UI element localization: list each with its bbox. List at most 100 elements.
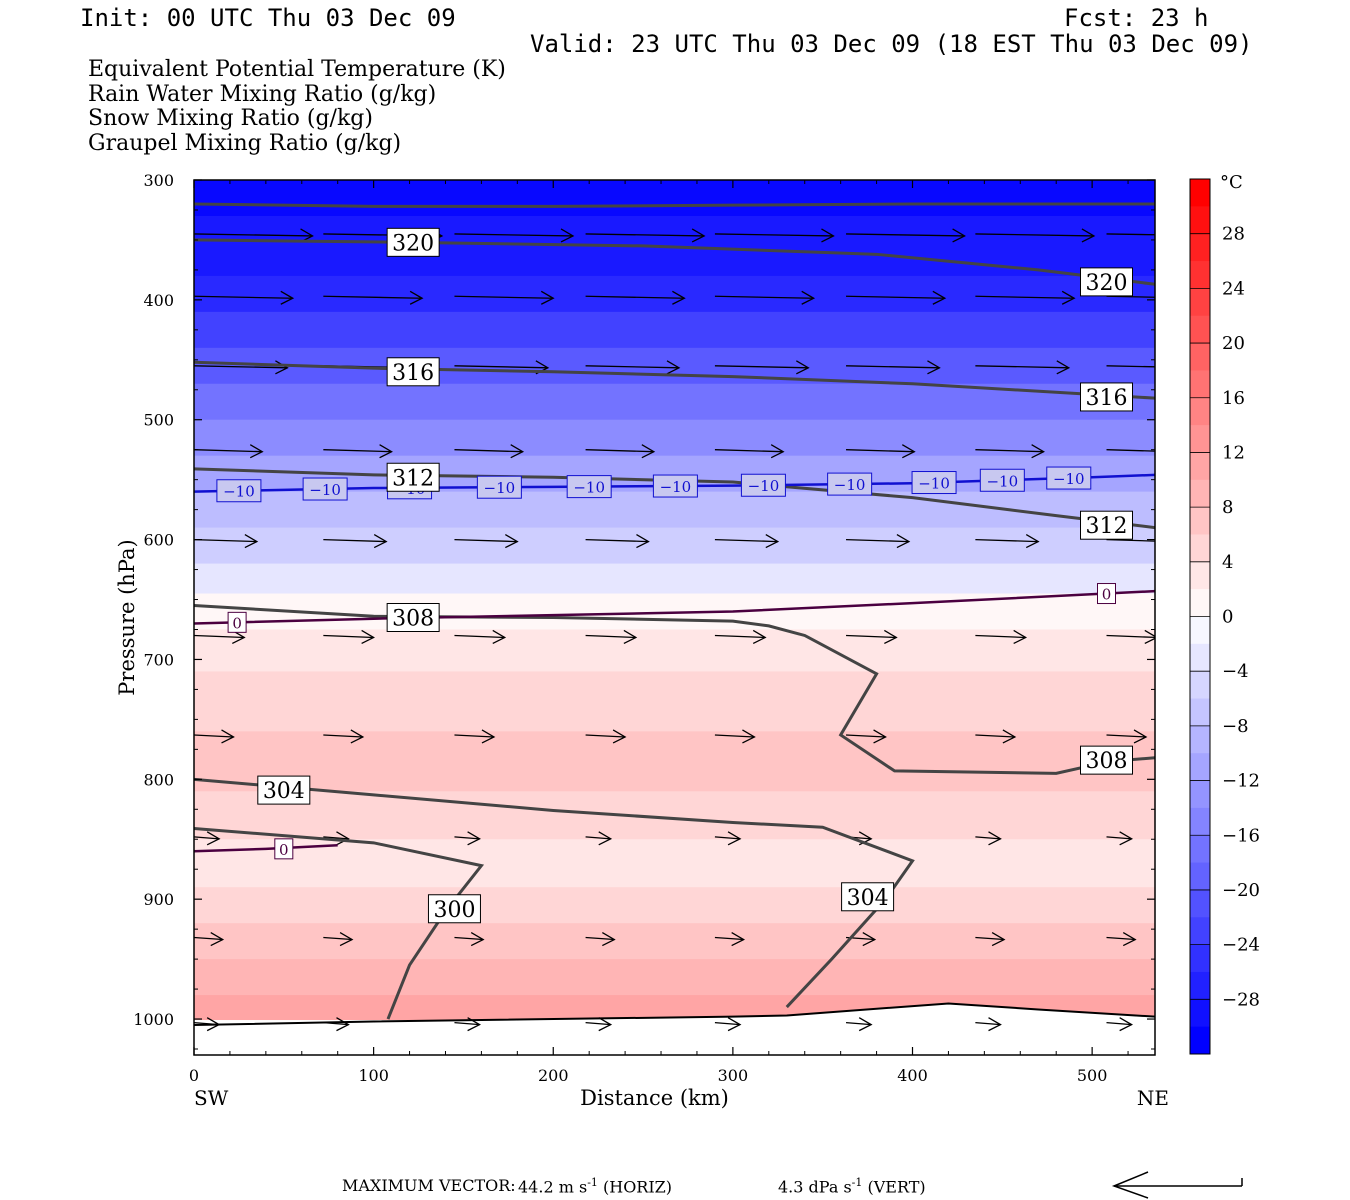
temperature-band — [194, 527, 1155, 565]
temperature-band — [194, 491, 1155, 529]
wind-vector-head — [275, 360, 289, 375]
wind-vector — [1106, 538, 1155, 542]
wind-vector-head — [612, 729, 627, 744]
wind-vector-head — [873, 729, 887, 744]
wind-vector — [846, 734, 886, 738]
theta-e-contour — [194, 360, 1155, 400]
wind-vector — [323, 538, 387, 543]
wind-vector — [714, 634, 766, 639]
isotherm-label-box — [566, 475, 612, 499]
isotherm-minus10 — [194, 473, 1155, 493]
x-tick-label: 0 — [189, 1066, 199, 1085]
wind-vector-head — [1061, 290, 1076, 305]
colorbar-band — [1190, 917, 1210, 946]
isotherm-label-box — [302, 477, 348, 501]
theta-e-label: 312 — [392, 466, 434, 491]
theta-e-contour — [194, 604, 1155, 775]
below-ground-area — [194, 1003, 1155, 1055]
x-right-label: NE — [1137, 1086, 1169, 1110]
colorbar-tick-label: 8 — [1222, 497, 1233, 518]
theta-e-label-box — [1080, 267, 1134, 297]
theta-e-label-box — [257, 775, 311, 805]
wind-vector-head — [988, 1017, 1002, 1032]
colorbar-band — [1190, 807, 1210, 836]
x-left-label: SW — [194, 1086, 229, 1110]
wind-vector-head — [336, 831, 350, 846]
temperature-band — [194, 887, 1155, 925]
isotherm-label-box — [1097, 583, 1117, 605]
wind-vector-head — [481, 729, 496, 744]
wind-vector — [714, 233, 834, 237]
wind-vector-head — [927, 360, 941, 375]
wind-vector — [1106, 634, 1155, 639]
isotherm-label-box — [274, 838, 294, 860]
colorbar-band — [1190, 233, 1210, 262]
colorbar-unit: °C — [1220, 172, 1243, 193]
theta-e-label: 316 — [1086, 386, 1128, 411]
y-axis-label: Pressure (hPa) — [115, 539, 139, 695]
isotherm-label-box — [911, 471, 957, 495]
wind-vector-head — [731, 931, 746, 947]
wind-vector-head — [636, 534, 650, 549]
theta-e-label-box — [841, 882, 895, 912]
vert-unit: (VERT) — [862, 1177, 926, 1197]
wind-vector — [714, 295, 814, 299]
colorbar-band — [1190, 753, 1210, 782]
wind-vector-head — [952, 228, 966, 243]
y-tick-label: 900 — [143, 890, 174, 909]
temperature-band — [194, 671, 1155, 733]
wind-vector-head — [206, 831, 221, 846]
colorbar-band — [1190, 261, 1210, 289]
y-tick-label: 600 — [143, 531, 174, 550]
temperature-band — [194, 275, 1155, 313]
wind-vector-head — [727, 1017, 742, 1032]
cross-section-chart: −10−10−10−10−10−10−10−10−10−10−100003203… — [115, 171, 1260, 1110]
theta-e-label: 300 — [433, 898, 475, 923]
wind-vector — [194, 538, 257, 543]
wind-vector — [714, 365, 809, 369]
wind-vector-head — [1133, 729, 1148, 744]
y-tick-label: 500 — [143, 411, 174, 430]
wind-vector — [585, 233, 705, 237]
theta-e-label: 304 — [263, 779, 305, 804]
wind-vector — [846, 233, 965, 237]
colorbar-tick-label: 24 — [1222, 278, 1245, 299]
colorbar-band — [1190, 507, 1210, 535]
wind-vector — [323, 936, 353, 941]
wind-vector — [846, 449, 915, 453]
wind-vector-head — [1144, 629, 1155, 645]
colorbar-band — [1190, 862, 1210, 891]
wind-vector-head — [280, 290, 295, 305]
x-tick-label: 300 — [718, 1066, 749, 1085]
wind-vector-head — [1025, 534, 1040, 549]
colorbar-band — [1190, 971, 1210, 1000]
wind-vector — [194, 734, 234, 738]
horiz-unit: (HORIZ) — [597, 1177, 673, 1197]
isotherm-label-box — [652, 474, 698, 498]
theta-e-label-box — [1080, 510, 1134, 540]
isotherm-label-zero: 0 — [232, 614, 242, 632]
wind-vector-head — [1002, 729, 1017, 744]
wind-vector — [846, 634, 897, 639]
wind-vector-head — [373, 534, 388, 549]
wind-vector — [975, 295, 1075, 299]
horiz-value: 44.2 m s — [518, 1177, 588, 1197]
wind-vector — [454, 295, 554, 299]
wind-vector — [1106, 295, 1155, 298]
colorbar-band — [1190, 397, 1210, 426]
wind-vector — [714, 449, 784, 453]
isotherm-label-minus10: −10 — [223, 483, 255, 501]
isotherm-label-minus10: −10 — [834, 476, 866, 494]
wind-vector — [975, 449, 1044, 453]
wind-vector-head — [492, 629, 507, 645]
wind-vector-head — [206, 1017, 221, 1032]
isotherm-label-zero: 0 — [279, 841, 289, 859]
wind-vector-head — [988, 831, 1002, 846]
wind-vector-head — [467, 1017, 481, 1032]
legend-snow: Snow Mixing Ratio (g/kg) — [88, 106, 373, 131]
wind-vector-head — [991, 931, 1006, 947]
colorbar-band — [1190, 179, 1210, 207]
colorbar-tick-label: −20 — [1222, 880, 1260, 901]
forecast-hour: Fcst: 23 h — [1064, 4, 1209, 32]
colorbar-band — [1190, 343, 1210, 371]
